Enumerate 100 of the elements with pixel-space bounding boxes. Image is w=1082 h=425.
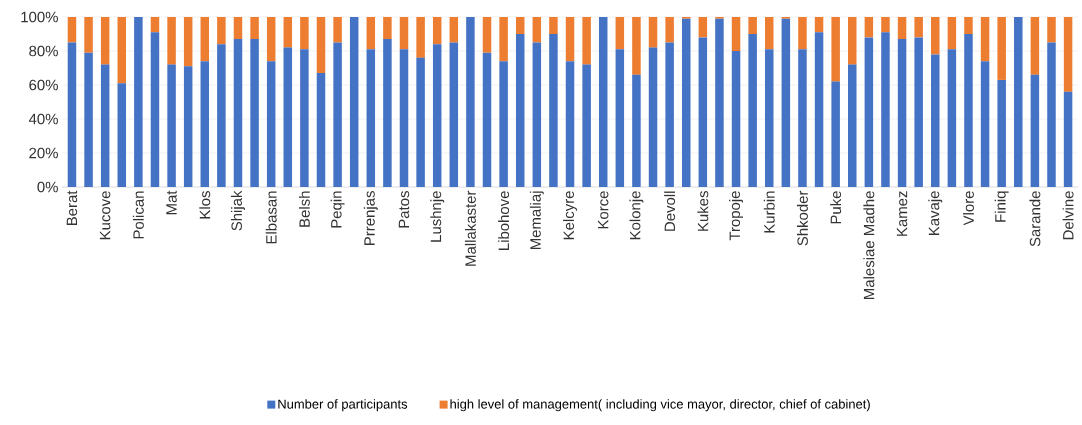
bar [964, 17, 973, 34]
x-tick-label: Kamez [896, 191, 908, 236]
x-tick-label: Lushnje [430, 191, 445, 242]
bar [549, 34, 558, 187]
bar [233, 17, 243, 40]
bar [283, 47, 293, 187]
x-tick-label: Shijak [231, 190, 245, 231]
bar [499, 61, 508, 187]
y-tick-label: 80% [29, 45, 58, 57]
bar [665, 17, 674, 43]
bar [167, 17, 176, 65]
bar [715, 18, 724, 187]
bar [897, 39, 907, 187]
bar [134, 17, 143, 187]
bar [532, 42, 542, 187]
bar [615, 17, 625, 50]
bar [848, 64, 857, 187]
x-tick-label: Kukes [697, 191, 709, 231]
bar [648, 47, 658, 187]
bar [532, 17, 542, 43]
x-tick-label: Kucove [99, 191, 111, 240]
bar [1030, 17, 1040, 75]
bar [515, 17, 525, 34]
bar [881, 17, 890, 33]
x-tick-label: Kavaje [928, 191, 943, 235]
bar [482, 17, 492, 53]
bar [765, 17, 774, 50]
bar [980, 61, 990, 187]
x-tick-label: Mat [166, 190, 177, 215]
legend-label: high level of management( including vice mayor, director, chief of cabinet) [450, 399, 870, 412]
bar [565, 61, 575, 187]
bar [615, 49, 625, 187]
bar [466, 17, 475, 187]
x-tick-label: Prrenjas [363, 191, 378, 245]
bar [748, 17, 757, 34]
bar [997, 17, 1006, 80]
x-tick-label: Devoll [664, 191, 676, 231]
bar [848, 17, 857, 65]
bar [980, 17, 990, 62]
x-tick-label: Peqin [330, 191, 345, 228]
bar [366, 49, 376, 187]
bar [349, 17, 359, 187]
bar [681, 18, 691, 187]
bar [964, 34, 973, 187]
bar [831, 17, 840, 82]
bar [183, 66, 193, 187]
bar [798, 17, 807, 50]
bar [283, 17, 293, 48]
bar [632, 74, 641, 187]
bar [1047, 17, 1056, 43]
bar [864, 37, 874, 187]
bar [831, 81, 840, 187]
bar [117, 83, 127, 187]
bar [698, 37, 708, 187]
bar [333, 42, 342, 187]
bar [399, 49, 409, 187]
y-tick-label: 0% [37, 181, 58, 193]
bar [765, 49, 774, 187]
bar [665, 42, 674, 187]
bar [300, 17, 309, 50]
bar [997, 79, 1006, 187]
bar [499, 17, 508, 62]
bar [100, 17, 110, 65]
bar [947, 17, 957, 50]
bar [881, 32, 890, 187]
bar [598, 17, 608, 187]
bar [333, 17, 342, 43]
bar [300, 49, 309, 187]
y-tick-label: 100% [21, 11, 58, 23]
y-tick-label: 40% [28, 113, 58, 125]
x-tick-label: Patos [398, 191, 410, 228]
bar [383, 17, 392, 40]
bar [250, 39, 259, 187]
legend-label: Number of participants [278, 399, 408, 412]
x-tick-label: Elbasan [265, 191, 277, 244]
bar [100, 64, 110, 187]
bar [814, 32, 824, 187]
x-tick-label: Kurbin [763, 191, 775, 233]
x-tick-label: Malesiae Madhe [863, 191, 875, 299]
x-tick-label: Polican [132, 191, 144, 239]
x-tick-label: Mallakaster [464, 190, 476, 266]
x-tick-label: Klos [199, 191, 211, 219]
bar [250, 17, 259, 40]
x-tick-label: Sarande [1029, 191, 1041, 247]
bar [1063, 91, 1073, 187]
x-tick-label: Shkoder [796, 190, 808, 246]
x-tick-label: Memaliaj [529, 191, 544, 250]
bar [515, 34, 525, 187]
bar [931, 54, 940, 187]
bar [798, 49, 807, 187]
bar [748, 34, 757, 187]
bar [150, 32, 160, 187]
bar [217, 44, 226, 187]
bar [1014, 17, 1023, 187]
bar [200, 17, 210, 62]
bar [698, 17, 708, 38]
bar [582, 64, 591, 187]
bar [914, 17, 923, 38]
bar [217, 17, 226, 45]
bar [449, 17, 459, 43]
